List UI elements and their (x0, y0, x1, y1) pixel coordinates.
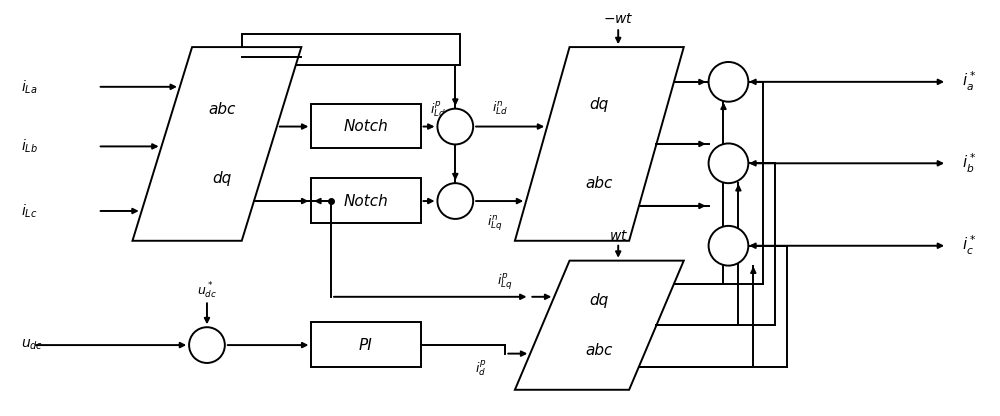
Text: dq: dq (212, 171, 231, 186)
Text: +: + (715, 147, 726, 160)
Circle shape (709, 226, 748, 265)
Text: dq: dq (590, 293, 609, 308)
Text: +: + (715, 85, 726, 98)
Circle shape (189, 327, 225, 363)
Bar (311, 104, 421, 149)
Text: $i^p_{Lq}$: $i^p_{Lq}$ (497, 271, 512, 292)
Polygon shape (515, 261, 684, 390)
Text: +: + (715, 65, 726, 78)
Text: PI: PI (359, 337, 373, 353)
Text: Notch: Notch (344, 193, 388, 208)
Text: $i_{La}$: $i_{La}$ (21, 78, 38, 96)
Text: $u_{dc}$: $u_{dc}$ (21, 338, 43, 352)
Circle shape (709, 144, 748, 183)
Text: $i_{Lc}$: $i_{Lc}$ (21, 202, 38, 220)
Text: $wt$: $wt$ (609, 229, 628, 243)
Text: +: + (202, 339, 212, 352)
Text: dq: dq (590, 97, 609, 112)
Polygon shape (515, 47, 684, 241)
Text: $i^n_{Ld}$: $i^n_{Ld}$ (492, 100, 508, 117)
Text: $i^p_{d}$: $i^p_{d}$ (475, 359, 486, 379)
Text: −: − (453, 203, 464, 215)
Bar (311, 322, 421, 367)
Text: $i^n_{Lq}$: $i^n_{Lq}$ (487, 213, 503, 233)
Bar (311, 178, 421, 223)
Bar (242, 34, 460, 65)
Text: $i^*_a$: $i^*_a$ (962, 70, 977, 94)
Text: +: + (715, 167, 726, 180)
Circle shape (709, 62, 748, 102)
Text: abc: abc (208, 102, 236, 116)
Circle shape (437, 109, 473, 144)
Text: $-wt$: $-wt$ (603, 12, 634, 26)
Text: $u^*_{dc}$: $u^*_{dc}$ (197, 280, 217, 301)
Circle shape (437, 183, 473, 219)
Text: abc: abc (586, 176, 613, 191)
Polygon shape (132, 47, 301, 241)
Text: $i^p_{Ld}$: $i^p_{Ld}$ (430, 99, 446, 119)
Text: +: + (456, 112, 467, 125)
Text: +: + (446, 187, 457, 200)
Text: +: + (446, 112, 457, 125)
Text: Notch: Notch (344, 119, 388, 134)
Text: abc: abc (586, 342, 613, 357)
Text: $i^*_c$: $i^*_c$ (962, 234, 977, 258)
Text: $i^*_b$: $i^*_b$ (962, 152, 977, 175)
Text: $i_{Lb}$: $i_{Lb}$ (21, 138, 38, 155)
Text: +: + (715, 249, 726, 262)
Text: +: + (715, 229, 726, 242)
